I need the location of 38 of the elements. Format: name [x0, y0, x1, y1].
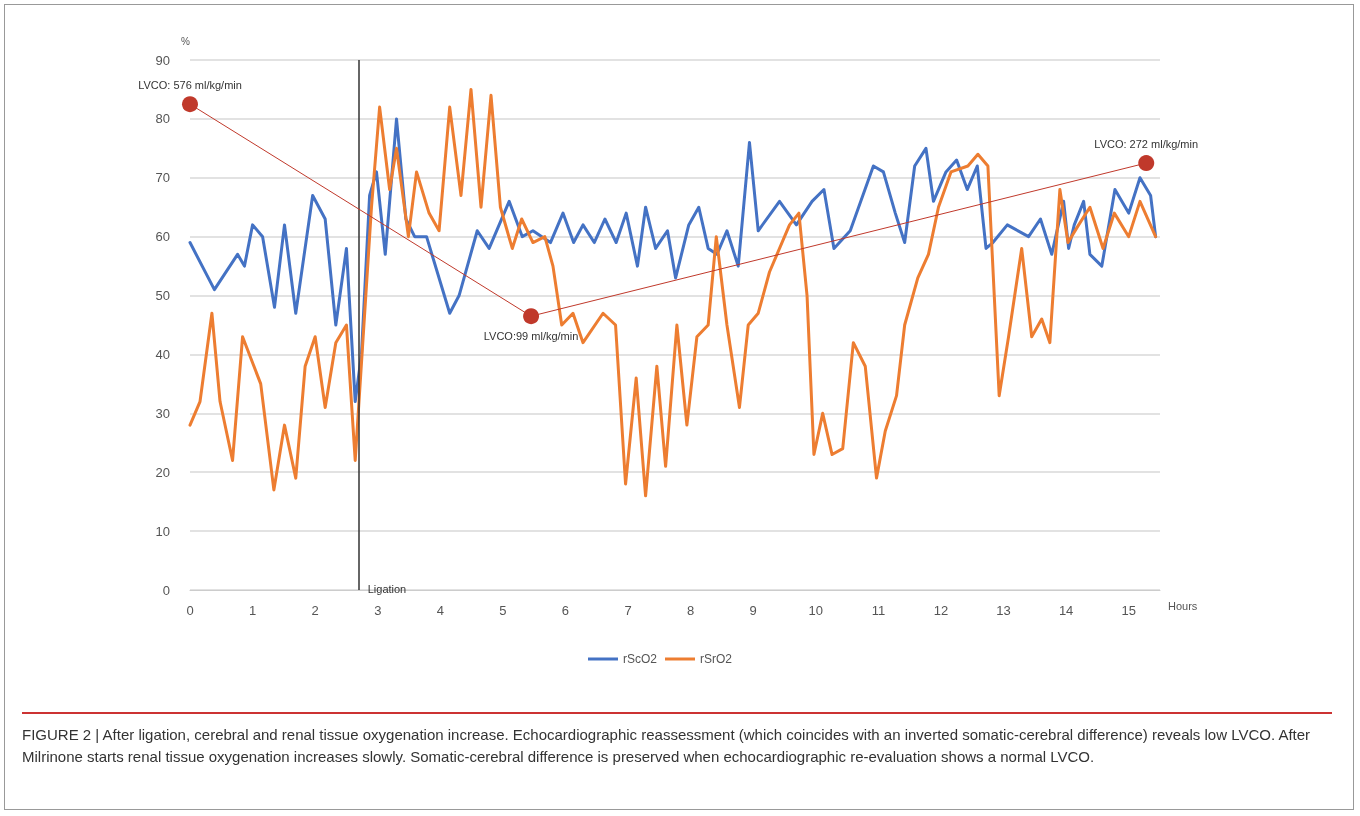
x-tick-label: 9 [749, 603, 757, 618]
x-tick-label: 15 [1121, 603, 1136, 618]
x-tick-label: 0 [186, 603, 194, 618]
x-tick-label: 13 [996, 603, 1011, 618]
x-tick-label: 8 [687, 603, 695, 618]
y-tick-label: 30 [155, 405, 170, 421]
point [182, 96, 198, 113]
y-tick-label: 80 [155, 111, 170, 127]
x-tick-label: 5 [499, 603, 507, 618]
ref-line-label: Ligation [367, 582, 407, 595]
x-tick-label: 12 [933, 603, 949, 618]
legend-label: rSrO2 [700, 652, 733, 666]
x-tick-label: 3 [374, 603, 382, 618]
x-tick-label: 2 [311, 603, 319, 618]
x-tick-label: 1 [248, 603, 257, 618]
x-tick-label: 4 [436, 603, 444, 618]
y-tick-label: 10 [155, 523, 170, 539]
x-tick-label: 7 [624, 603, 632, 618]
annotation: LVCO: 576 ml/kg/min [138, 78, 242, 91]
x-tick-label: 10 [808, 603, 824, 618]
caption: FIGURE 2 | After ligation, cerebral and renal tissue oxygenation increase. Echocardiographic reassessment (which coincides with an inverted somatic-cerebral difference) reveals low LVCO. After Milrinone starts renal tissue oxygenation increases slowly. Somatic-cerebral difference is preserved when echocardiographic re-evaluation shows a normal LVCO. [22, 712, 1332, 768]
y-tick-label: 50 [155, 288, 170, 304]
y-tick-label: 40 [155, 346, 170, 362]
y-tick-label: 60 [155, 229, 170, 245]
annotation: LVCO:99 ml/kg/min [483, 329, 579, 342]
annotation: LVCO: 272 ml/kg/min [1094, 137, 1199, 150]
y-tick-label: 0 [162, 582, 170, 598]
x-tick-label: 6 [561, 603, 570, 618]
y-axis-title: % [181, 35, 191, 47]
legend-label: rScO2 [622, 652, 658, 666]
x-tick-label: 14 [1058, 603, 1074, 618]
point [523, 308, 540, 325]
point [1138, 155, 1155, 172]
x-tick-label: 11 [871, 603, 886, 618]
y-tick-label: 90 [155, 52, 170, 68]
y-tick-label: 70 [155, 170, 170, 186]
x-axis-title: Hours [1168, 599, 1198, 612]
y-tick-label: 20 [155, 464, 170, 480]
